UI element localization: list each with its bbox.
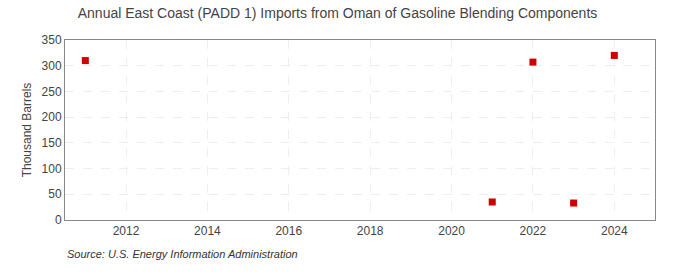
svg-text:Source: U.S. Energy Informatio: Source: U.S. Energy Information Administ… <box>67 248 298 260</box>
svg-text:150: 150 <box>42 136 62 150</box>
svg-text:0: 0 <box>55 213 62 227</box>
svg-text:2020: 2020 <box>438 224 465 238</box>
svg-text:2024: 2024 <box>601 224 628 238</box>
svg-text:Annual East Coast (PADD 1) Imp: Annual East Coast (PADD 1) Imports from … <box>78 5 598 21</box>
svg-text:300: 300 <box>42 59 62 73</box>
svg-text:200: 200 <box>42 110 62 124</box>
svg-text:50: 50 <box>48 187 62 201</box>
svg-text:2022: 2022 <box>520 224 547 238</box>
svg-text:2018: 2018 <box>357 224 384 238</box>
svg-text:100: 100 <box>42 162 62 176</box>
svg-text:2014: 2014 <box>194 224 221 238</box>
svg-text:250: 250 <box>42 85 62 99</box>
svg-text:Thousand Barrels: Thousand Barrels <box>20 83 34 178</box>
svg-text:2012: 2012 <box>113 224 140 238</box>
svg-text:350: 350 <box>42 33 62 47</box>
svg-text:2016: 2016 <box>275 224 302 238</box>
